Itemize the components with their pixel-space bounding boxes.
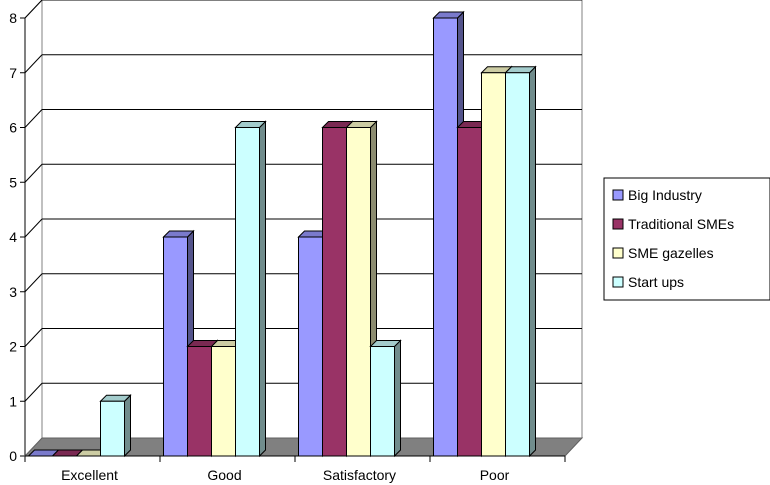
gridline-side (24, 273, 43, 293)
bar-start-ups-good (234, 120, 267, 458)
x-category-label: Good (207, 467, 241, 483)
legend-swatch-sme-gazelles (612, 247, 624, 259)
legend-label-big-industry: Big Industry (628, 187, 702, 203)
y-tick-label: 4 (9, 229, 17, 245)
gridline-side (24, 0, 43, 19)
bar-start-ups-excellent (99, 394, 132, 458)
y-axis: 0 1 2 3 4 5 6 7 8 (9, 10, 26, 464)
legend-box (603, 177, 770, 301)
bar-big-industry-good (162, 229, 195, 458)
legend-label-traditional-smes: Traditional SMEs (628, 216, 734, 232)
bar-start-ups-poor (504, 65, 537, 458)
y-tick-label: 8 (9, 10, 17, 26)
y-tick-label: 3 (9, 284, 17, 300)
gridline-side (24, 218, 43, 238)
gridline-side (24, 163, 43, 183)
y-tick-label: 2 (9, 339, 17, 355)
y-tick-label: 1 (9, 393, 17, 409)
legend-swatch-big-industry (612, 189, 624, 201)
y-tick-label: 5 (9, 174, 17, 190)
legend-label-sme-gazelles: SME gazelles (628, 245, 714, 261)
x-category-label: Satisfactory (323, 467, 396, 483)
legend-swatch-traditional-smes (612, 218, 624, 230)
gridline-side (24, 328, 43, 347)
x-axis: Excellent Good Satisfactory Poor (24, 455, 566, 483)
gridline-side (24, 54, 43, 74)
y-tick-label: 7 (9, 65, 17, 81)
bar-big-industry-poor (432, 10, 465, 458)
legend: Big Industry Traditional SMEs SME gazell… (603, 177, 770, 301)
bars (27, 10, 537, 458)
y-tick-label: 0 (9, 448, 17, 464)
bar-start-ups-satisfactory (369, 339, 402, 458)
x-category-label: Poor (480, 467, 510, 483)
legend-swatch-start-ups (612, 276, 624, 288)
gridline-side (24, 382, 43, 402)
y-tick-label: 6 (9, 120, 17, 136)
legend-label-start-ups: Start ups (628, 274, 684, 290)
x-category-label: Excellent (61, 467, 118, 483)
gridline-side (24, 109, 43, 128)
